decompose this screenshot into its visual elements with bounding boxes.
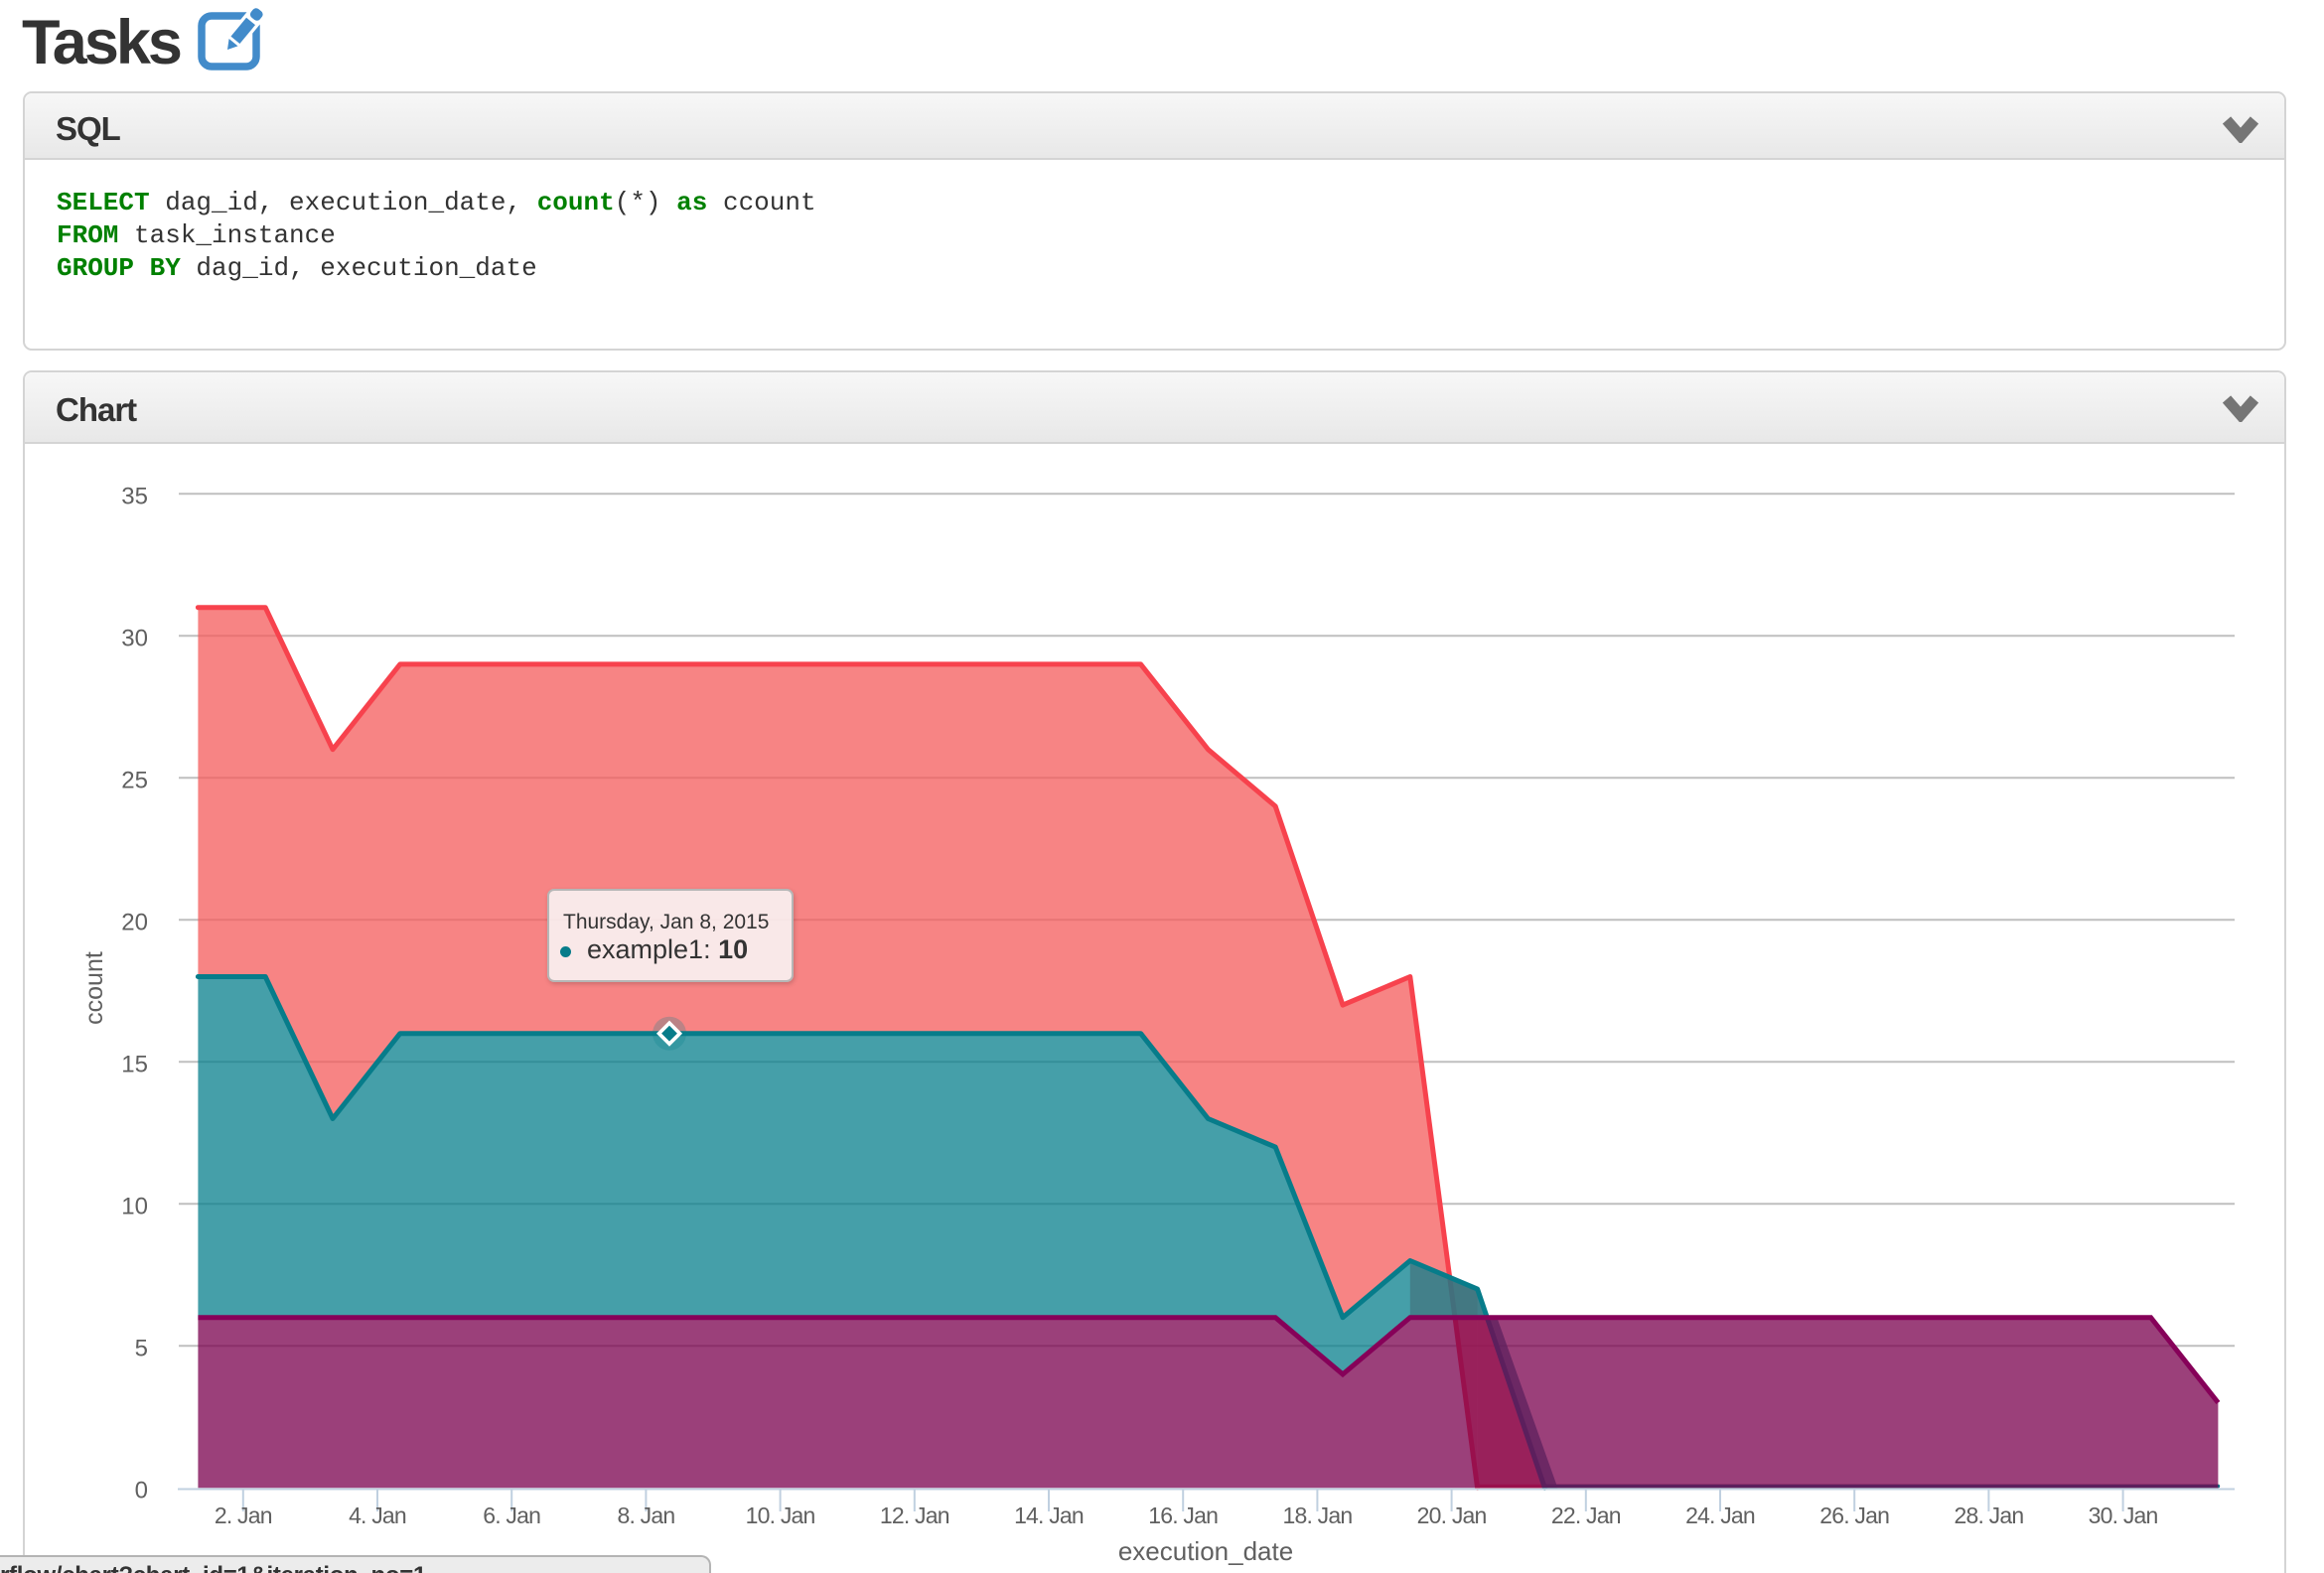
svg-text:20. Jan: 20. Jan <box>1417 1502 1487 1528</box>
svg-text:18. Jan: 18. Jan <box>1282 1502 1352 1528</box>
svg-text:24. Jan: 24. Jan <box>1685 1502 1755 1528</box>
svg-text:16. Jan: 16. Jan <box>1148 1502 1218 1528</box>
svg-text:10. Jan: 10. Jan <box>746 1502 815 1528</box>
svg-text:22. Jan: 22. Jan <box>1551 1502 1621 1528</box>
svg-text:30: 30 <box>121 625 148 651</box>
svg-text:execution_date: execution_date <box>1118 1536 1293 1566</box>
svg-text:30. Jan: 30. Jan <box>2089 1502 2158 1528</box>
svg-text:0: 0 <box>135 1477 148 1503</box>
svg-text:4. Jan: 4. Jan <box>349 1502 406 1528</box>
svg-text:35: 35 <box>121 483 148 509</box>
svg-text:2. Jan: 2. Jan <box>215 1502 272 1528</box>
svg-text:26. Jan: 26. Jan <box>1819 1502 1889 1528</box>
svg-text:8. Jan: 8. Jan <box>617 1502 674 1528</box>
svg-text:6. Jan: 6. Jan <box>483 1502 540 1528</box>
svg-text:14. Jan: 14. Jan <box>1014 1502 1084 1528</box>
svg-text:25: 25 <box>121 767 148 793</box>
svg-text:ccount: ccount <box>80 951 108 1025</box>
svg-text:20: 20 <box>121 909 148 935</box>
svg-text:15: 15 <box>121 1051 148 1077</box>
svg-text:12. Jan: 12. Jan <box>880 1502 949 1528</box>
svg-text:5: 5 <box>135 1335 148 1361</box>
svg-text:28. Jan: 28. Jan <box>1954 1502 2023 1528</box>
svg-text:10: 10 <box>121 1193 148 1219</box>
